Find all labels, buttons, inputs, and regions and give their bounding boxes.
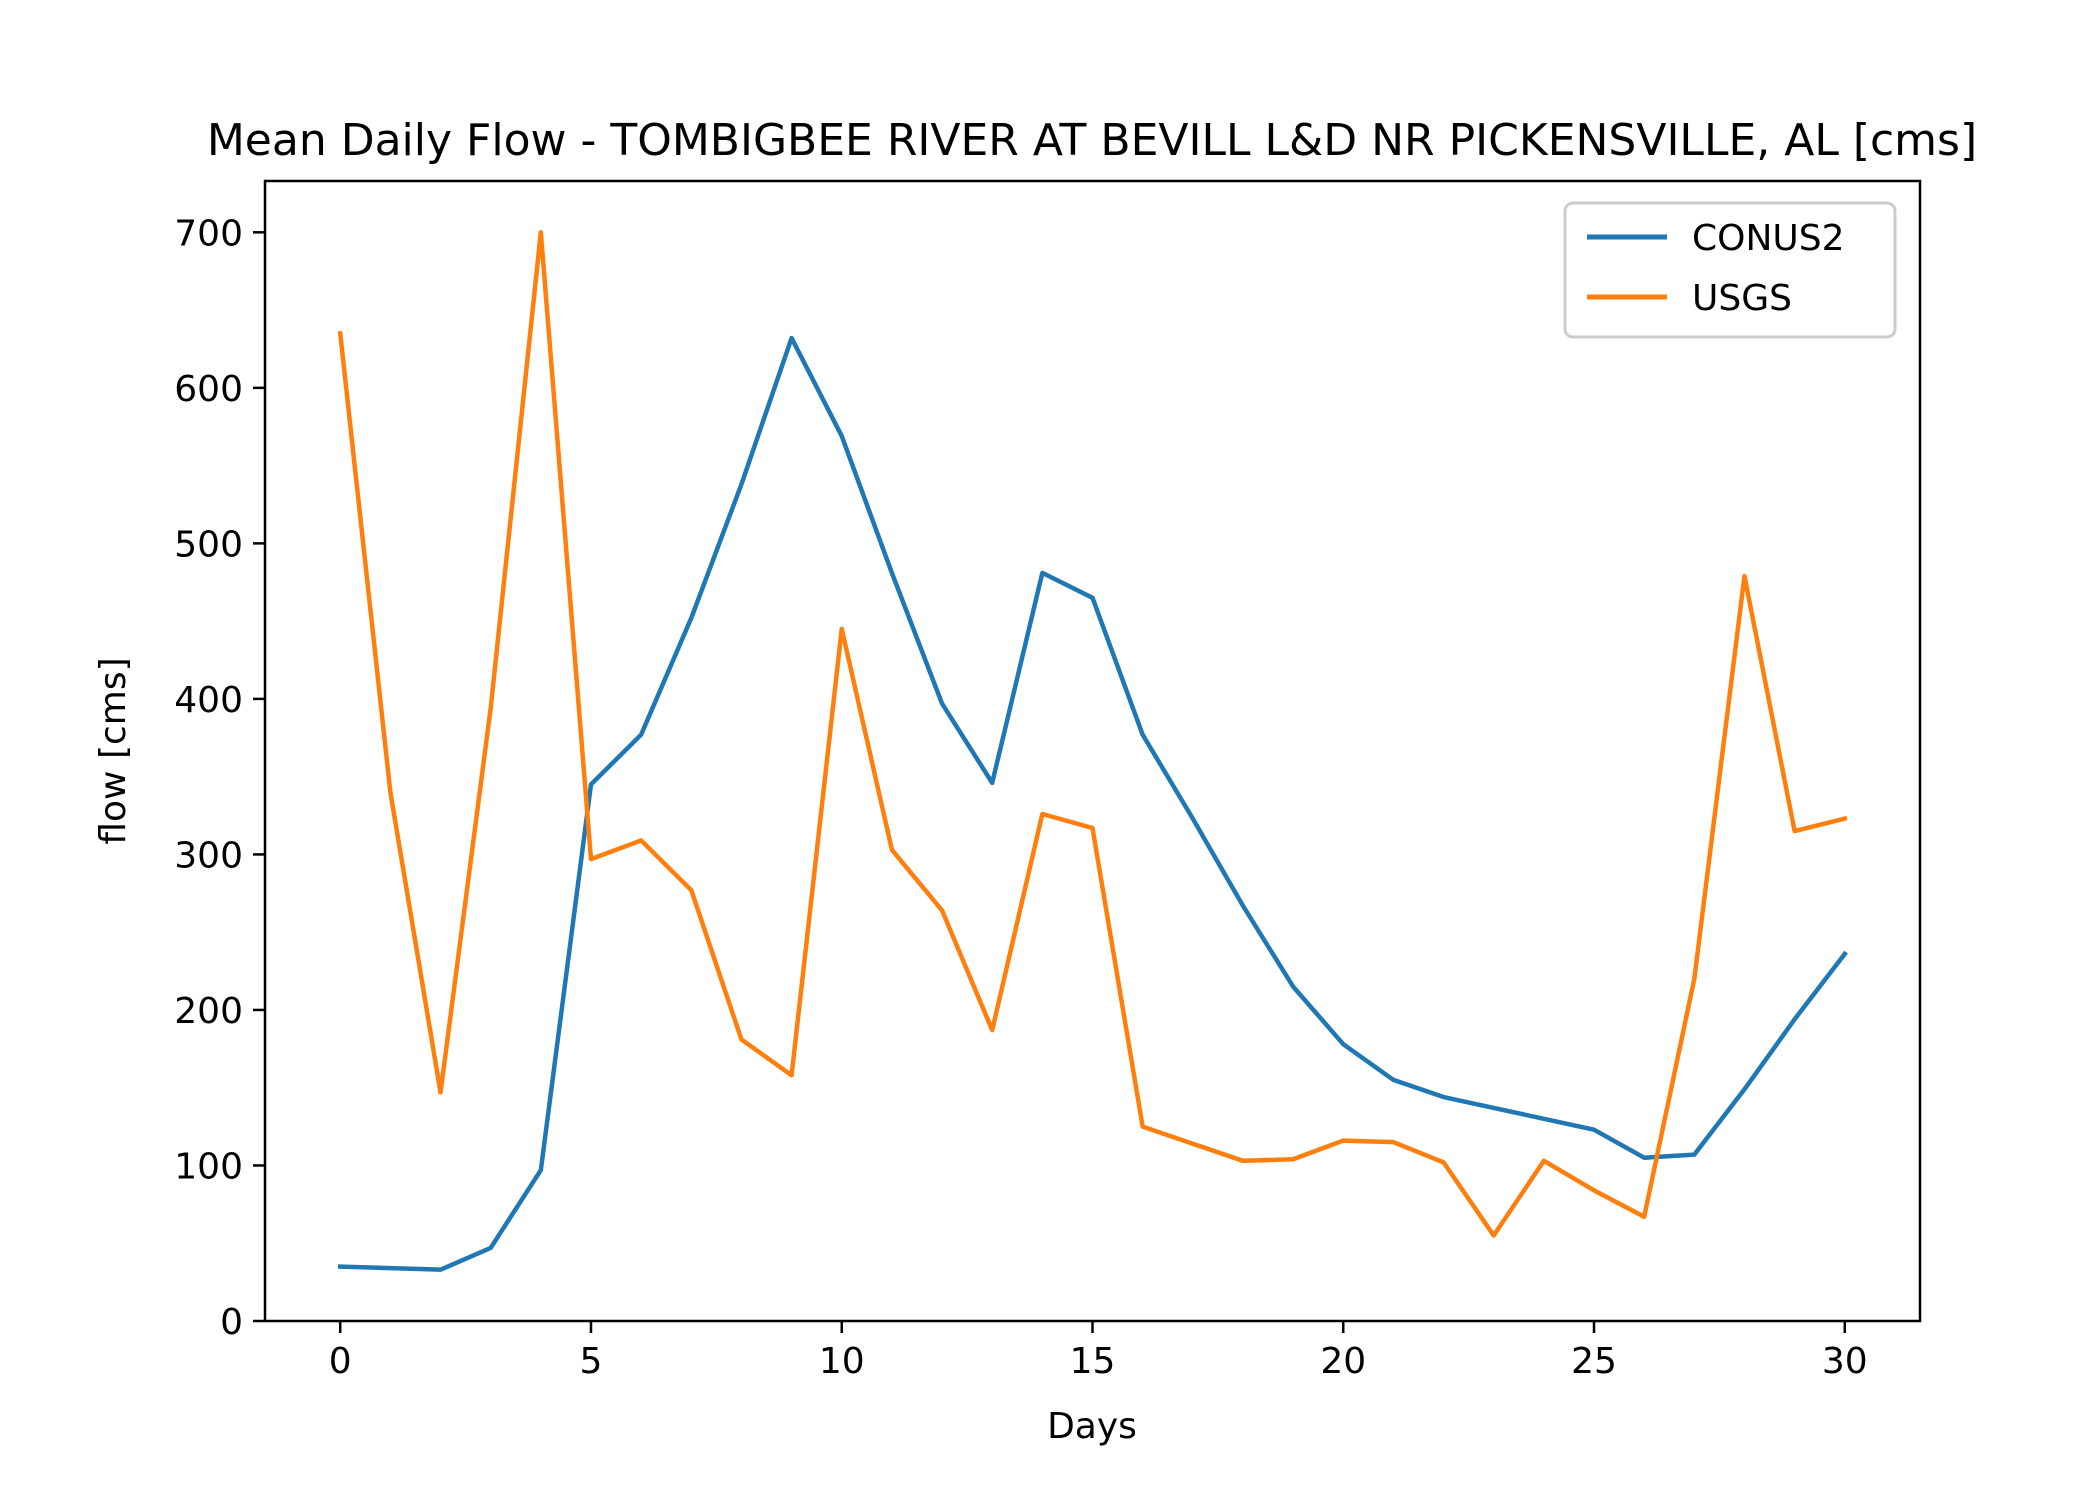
x-tick-label: 10 xyxy=(819,1341,865,1382)
x-tick-label: 0 xyxy=(329,1341,352,1382)
x-axis-label: Days xyxy=(1047,1406,1137,1447)
x-tick-label: 30 xyxy=(1822,1341,1868,1382)
series-line-conus2 xyxy=(337,335,1848,1272)
chart-title: Mean Daily Flow - TOMBIGBEE RIVER AT BEV… xyxy=(207,115,1977,166)
y-tick-label: 600 xyxy=(174,369,243,410)
x-tick-label: 25 xyxy=(1571,1341,1617,1382)
y-tick-label: 0 xyxy=(220,1302,243,1343)
y-tick-label: 200 xyxy=(174,991,243,1032)
y-tick-label: 100 xyxy=(174,1146,243,1187)
y-tick-label: 700 xyxy=(174,213,243,254)
series-line-usgs xyxy=(337,230,1848,1238)
y-tick-label: 400 xyxy=(174,680,243,721)
plot-frame xyxy=(263,179,1922,1323)
y-tick-label: 500 xyxy=(174,524,243,565)
y-axis-label: flow [cms] xyxy=(93,657,134,844)
y-axis: 0 100 200 300 400 500 600 700 xyxy=(174,213,265,1343)
legend-label-usgs: USGS xyxy=(1692,278,1792,319)
x-tick-label: 20 xyxy=(1320,1341,1366,1382)
series-lines xyxy=(337,230,1848,1272)
legend-label-conus2: CONUS2 xyxy=(1692,218,1845,259)
x-tick-label: 15 xyxy=(1070,1341,1116,1382)
x-axis: 0 5 10 15 20 25 30 xyxy=(329,1321,1868,1382)
legend: CONUS2 USGS xyxy=(1563,201,1897,339)
y-tick-label: 300 xyxy=(174,835,243,876)
x-tick-label: 5 xyxy=(580,1341,603,1382)
plot-area xyxy=(263,179,1922,1323)
